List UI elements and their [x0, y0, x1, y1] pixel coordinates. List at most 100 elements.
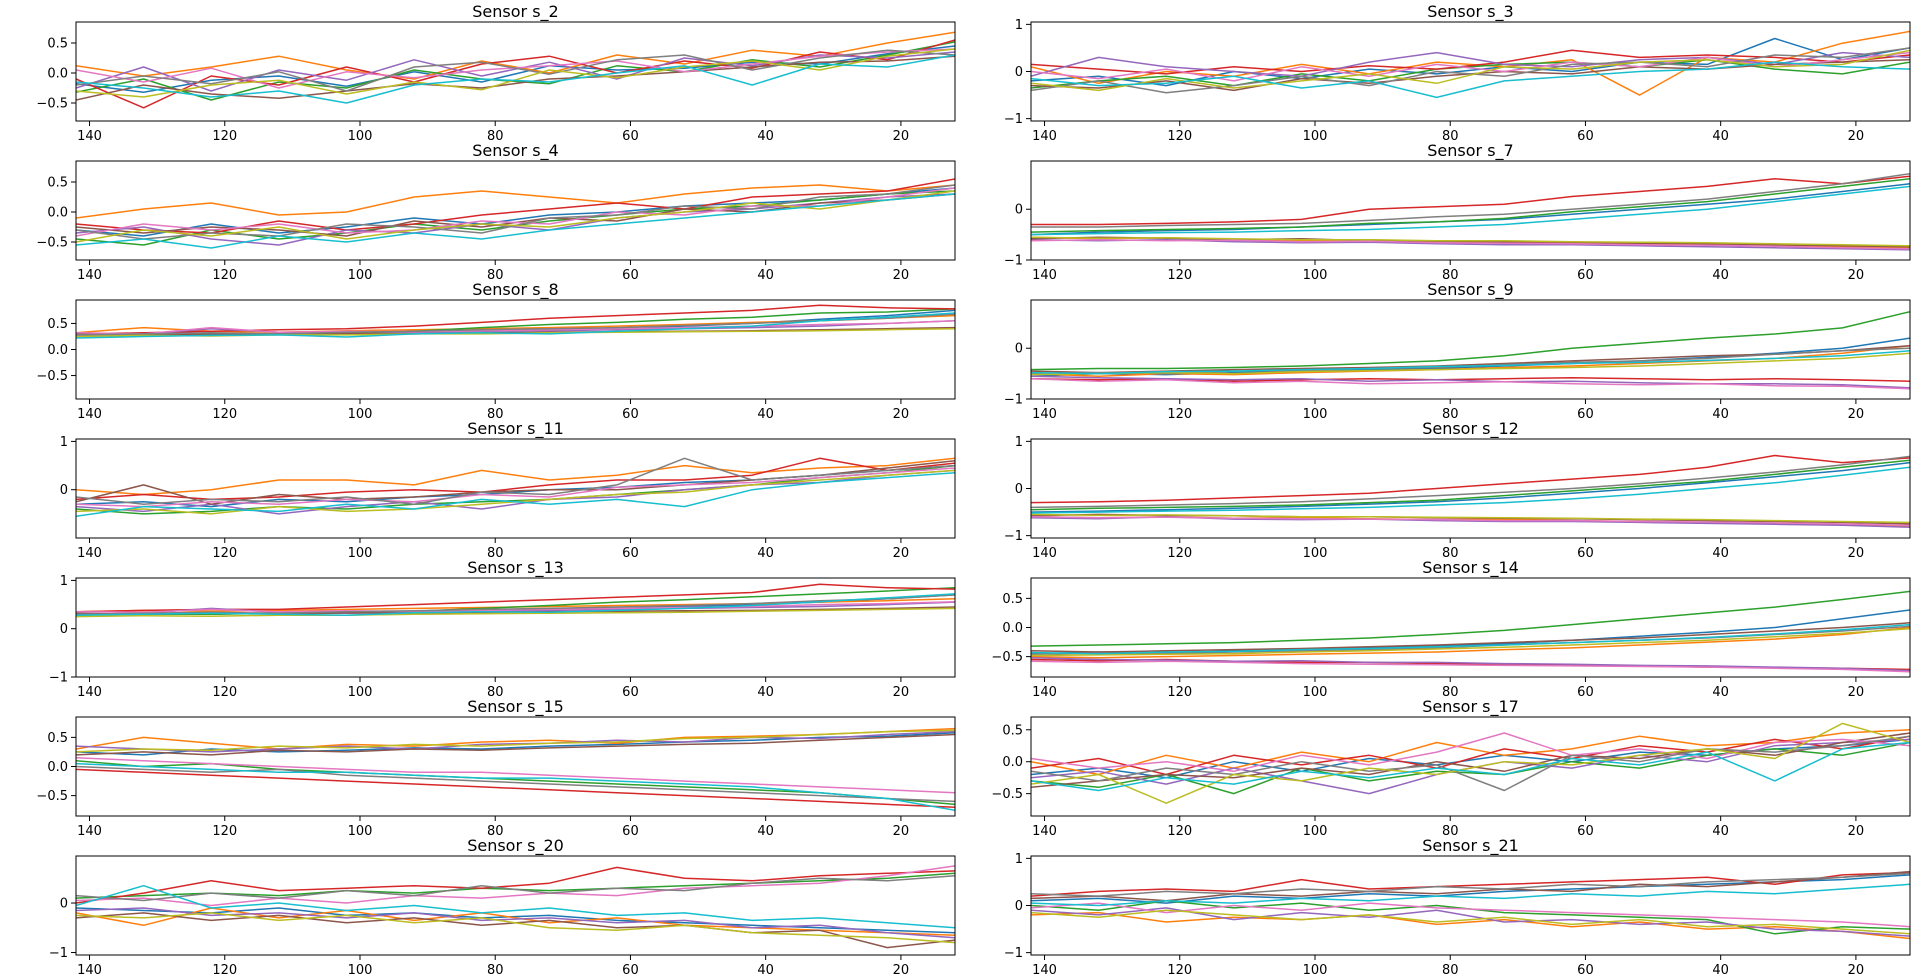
series-group	[1031, 310, 1910, 390]
series-line	[1031, 871, 1910, 897]
series-line	[1031, 735, 1910, 792]
y-tick-label: 0.0	[1002, 755, 1023, 770]
series-line	[76, 184, 955, 219]
series-line	[76, 730, 955, 753]
x-tick-label: 20	[1848, 963, 1865, 977]
series-line	[76, 457, 955, 505]
series-line	[1031, 735, 1910, 776]
y-tick-label: 0.0	[1002, 621, 1023, 636]
x-tick-label: 120	[1167, 129, 1192, 144]
y-tick-label: 0	[1015, 482, 1023, 497]
series-group	[76, 727, 955, 811]
x-tick-label: 80	[487, 129, 504, 144]
series-line	[76, 729, 955, 753]
x-tick-label: 60	[1577, 546, 1594, 561]
x-tick-label: 120	[1167, 963, 1192, 977]
x-tick-label: 20	[1848, 546, 1865, 561]
x-tick-label: 100	[348, 685, 373, 700]
subplot: 140 120 100 80 60 40 20 −0.5 0.0 0.5 Sensor s_14	[991, 558, 1911, 700]
series-line	[1031, 375, 1910, 389]
x-tick-label: 100	[1303, 268, 1328, 283]
series-line	[76, 768, 955, 809]
y-tick-label: 0	[1015, 342, 1023, 357]
series-line	[76, 304, 955, 335]
subplot: 140 120 100 80 60 40 20 −0.5 0.0 0.5 Sensor s_15	[36, 697, 956, 839]
x-tick-label: 80	[487, 824, 504, 839]
x-tick-label: 100	[1303, 963, 1328, 977]
chart-title: Sensor s_4	[472, 141, 558, 161]
series-group	[76, 304, 955, 339]
series-group	[1031, 454, 1910, 528]
series-group	[76, 457, 955, 518]
x-tick-label: 40	[1712, 963, 1729, 977]
subplot: 140 120 100 80 60 40 20 −1 0 1 Sensor s_3	[1004, 2, 1911, 144]
x-tick-label: 120	[1167, 824, 1192, 839]
series-line	[1031, 185, 1910, 236]
series-line	[1031, 461, 1910, 513]
series-line	[1031, 455, 1910, 509]
series-line	[1031, 310, 1910, 371]
series-line	[76, 866, 955, 904]
series-line	[1031, 722, 1910, 804]
x-tick-label: 80	[1442, 685, 1459, 700]
series-line	[1031, 627, 1910, 657]
series-line	[1031, 741, 1910, 792]
y-tick-label: −1	[1004, 112, 1023, 127]
x-tick-label: 40	[1712, 129, 1729, 144]
series-line	[1031, 236, 1910, 247]
series-line	[76, 467, 955, 508]
chart-title: Sensor s_8	[472, 280, 558, 300]
x-tick-label: 20	[1848, 407, 1865, 422]
x-tick-label: 60	[1577, 963, 1594, 977]
x-tick-label: 140	[1032, 963, 1057, 977]
x-tick-label: 40	[757, 546, 774, 561]
series-line	[76, 472, 955, 518]
x-tick-label: 120	[212, 407, 237, 422]
series-line	[76, 912, 955, 944]
series-line	[76, 884, 955, 929]
x-tick-label: 40	[757, 268, 774, 283]
y-tick-label: 0.5	[1002, 723, 1023, 738]
subplot: 140 120 100 80 60 40 20 −0.5 0.0 0.5 Sensor s_8	[36, 280, 956, 422]
series-line	[76, 865, 955, 907]
series-line	[76, 469, 955, 515]
chart-title: Sensor s_12	[1422, 419, 1519, 439]
y-tick-label: 1	[1015, 852, 1023, 867]
y-tick-label: −1	[1004, 393, 1023, 408]
series-line	[1031, 454, 1910, 504]
y-tick-label: 0	[60, 897, 68, 912]
series-line	[1031, 657, 1910, 672]
subplot: 140 120 100 80 60 40 20 −1 0 Sensor s_9	[1004, 280, 1911, 422]
series-group	[76, 31, 955, 109]
y-tick-label: 0	[60, 483, 68, 498]
x-tick-label: 100	[1303, 824, 1328, 839]
x-tick-label: 80	[487, 268, 504, 283]
series-line	[76, 457, 955, 501]
x-tick-label: 100	[348, 963, 373, 977]
x-tick-label: 60	[1577, 268, 1594, 283]
series-line	[1031, 513, 1910, 524]
series-line	[76, 593, 955, 616]
series-line	[1031, 49, 1910, 92]
x-tick-label: 140	[77, 129, 102, 144]
series-group	[1031, 870, 1910, 940]
y-tick-label: −0.5	[991, 787, 1023, 802]
x-tick-label: 120	[212, 268, 237, 283]
x-tick-label: 140	[1032, 268, 1057, 283]
x-tick-label: 60	[1577, 407, 1594, 422]
series-line	[1031, 236, 1910, 248]
y-tick-label: 1	[1015, 18, 1023, 33]
y-tick-label: −0.5	[36, 236, 68, 251]
series-line	[1031, 622, 1910, 653]
series-line	[1031, 238, 1910, 250]
x-tick-label: 140	[1032, 129, 1057, 144]
series-line	[76, 733, 955, 756]
series-line	[76, 39, 955, 109]
x-tick-label: 60	[1577, 129, 1594, 144]
x-tick-label: 60	[622, 546, 639, 561]
series-line	[1031, 466, 1910, 514]
series-line	[1031, 350, 1910, 375]
y-tick-label: −1	[1004, 529, 1023, 544]
y-tick-label: 0.0	[47, 760, 68, 775]
